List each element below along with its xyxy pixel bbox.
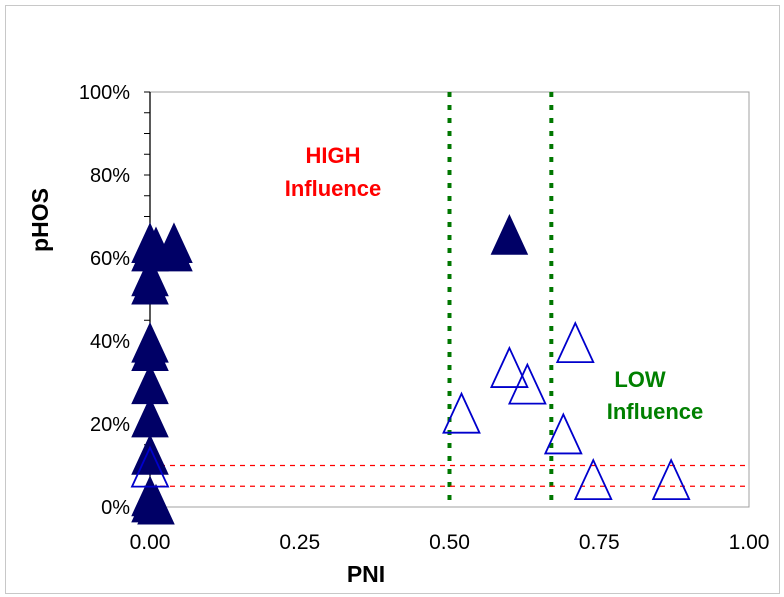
y-axis-label: pHOS [27,188,53,252]
reference-lines [150,92,749,507]
high-influence-line2: Influence [285,176,382,201]
y-tick-label: 100% [79,82,130,104]
open-triangle-point [573,457,613,500]
open-triangle-point [651,457,691,500]
y-tick-label: 0% [101,497,130,519]
open-triangle-point [555,321,595,364]
open-triangle-point [489,345,529,388]
y-tick-label: 40% [90,331,130,353]
filled-triangle-point [137,483,175,525]
high-influence-line1: HIGH [306,143,361,168]
filled-triangle-point [131,434,169,475]
data-points [130,214,691,525]
chart-outer-border [5,5,780,594]
x-tick-label: 0.50 [429,531,470,554]
low-influence-line1: LOW [614,367,666,392]
y-tick-label: 20% [90,414,130,436]
high-influence-annotation: HIGH Influence [285,143,382,201]
x-tick-label: 0.75 [579,531,620,554]
y-tick-label: 60% [90,248,130,270]
y-tick-label: 80% [90,165,130,187]
filled-triangle-point [131,263,169,305]
low-influence-annotation: LOW Influence [607,367,704,424]
x-tick-label: 0.00 [130,531,171,554]
x-tick-label: 1.00 [729,531,770,554]
open-triangle-point [442,391,481,434]
open-triangle-point [543,412,583,455]
filled-triangle-point [155,230,193,272]
x-tick-label: 0.25 [279,531,320,554]
open-triangle-point [130,445,170,488]
tick-labels: 0% 20% 40% 60% 80% 100% 0.00 0.25 0.50 0.75 1.00 [79,82,770,554]
low-influence-line2: Influence [607,399,704,424]
x-axis-label: PNI [347,561,385,587]
filled-triangle-point [490,214,529,255]
open-triangle-point [507,362,547,405]
